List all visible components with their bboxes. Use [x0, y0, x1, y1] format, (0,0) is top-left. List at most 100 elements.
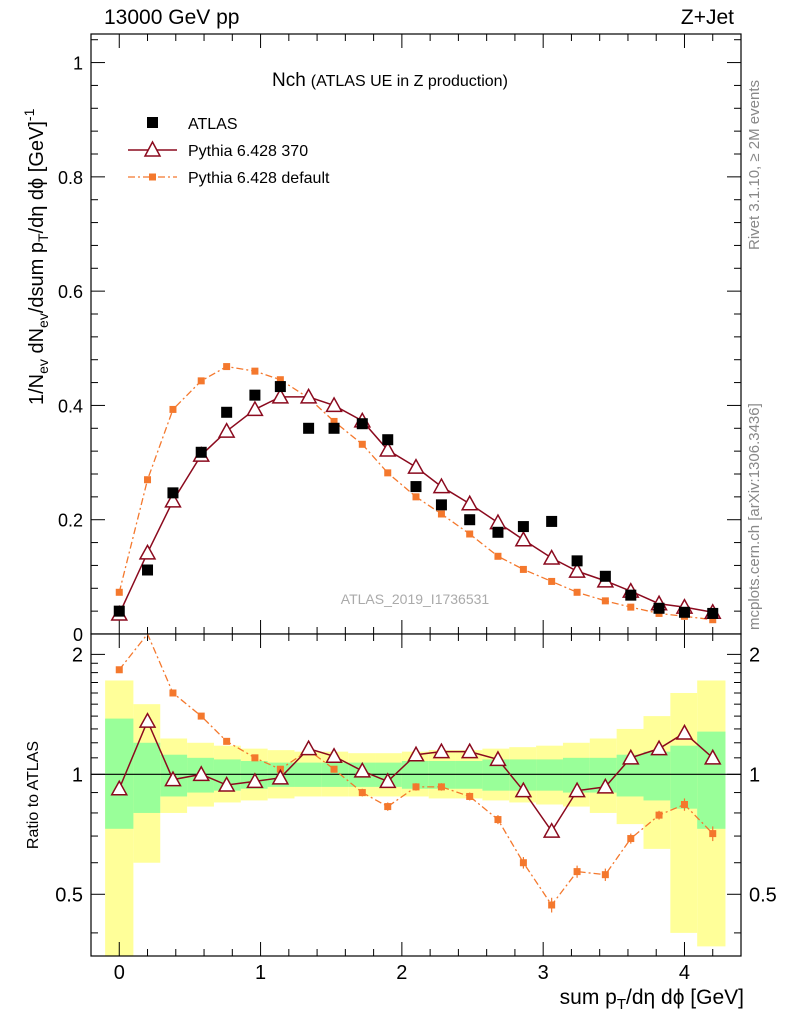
header-right: Z+Jet	[681, 6, 734, 29]
ratio-ytick-label-right: 2	[749, 644, 760, 666]
legend-p370-marker	[143, 140, 162, 157]
ratio-pythia-default-point	[115, 666, 123, 674]
ratio-pythia-default-point	[197, 712, 205, 720]
ratio-pythia-370-point	[703, 748, 722, 765]
ratio-pythia-370-point	[246, 772, 264, 789]
title-sub: (ATLAS UE in Z production)	[311, 73, 508, 90]
ratio-band-inner	[697, 731, 726, 829]
y-label-part: /dη dϕ [GeV]	[26, 121, 48, 233]
ratio-ytick-label: 1	[72, 764, 83, 786]
x-label-part: sum p	[560, 986, 617, 1009]
ratio-pythia-default-point	[519, 859, 527, 867]
atlas-data-point	[410, 481, 422, 493]
ratio-pythia-370-point	[542, 822, 561, 838]
ratio-pythia-default-point	[573, 868, 581, 876]
y-label-part: ev	[35, 313, 51, 328]
ratio-pythia-370-point	[460, 742, 479, 759]
pythia-default-point	[169, 405, 177, 413]
x-tick-label: 1	[255, 962, 266, 984]
atlas-data-point	[464, 514, 476, 526]
pythia-default-point	[144, 476, 152, 484]
ratio-pythia-370-point	[568, 781, 586, 798]
analysis-watermark: ATLAS_2019_I1736531	[341, 591, 490, 607]
x-tick-label: 0	[114, 962, 125, 984]
main-ytick-label: 0.6	[58, 282, 83, 302]
x-tick-label: 2	[396, 962, 407, 984]
main-panel-background	[91, 34, 741, 634]
ratio-pythia-370-point	[299, 739, 318, 756]
ratio-panel: 0.5 0.5 1 1 2 2 0 1 2 3 4 Ratio to ATLAS sum pT/dη…	[25, 633, 777, 1013]
pythia-default-point	[197, 377, 205, 385]
ratio-pythia-370-point	[596, 777, 615, 794]
y-label-part: T	[35, 233, 51, 242]
pythia-default-point	[437, 510, 445, 518]
y-label-part: 1/N	[26, 374, 48, 405]
ratio-band-inner	[670, 745, 698, 809]
ratio-pythia-370-point	[407, 745, 425, 762]
atlas-data-point	[653, 602, 665, 614]
main-ytick-label: 0	[73, 625, 83, 645]
main-panel: 0 0.2 0.4 0.6 0.8 1 Nch (ATLAS UE in Z product…	[21, 33, 742, 645]
ratio-pythia-370-point	[138, 712, 157, 728]
atlas-data-point	[356, 418, 368, 430]
legend-pdef-marker	[149, 173, 156, 181]
main-ytick-label: 1	[73, 54, 83, 74]
pythia-370-point	[432, 477, 451, 494]
atlas-data-point	[221, 406, 233, 418]
legend-pdef-label: Pythia 6.428 default	[188, 170, 330, 187]
pythia-370-point	[246, 400, 264, 417]
atlas-data-point	[546, 515, 558, 527]
pythia-default-point	[330, 417, 338, 425]
pythia-default-point	[251, 367, 259, 375]
pythia-default-point	[223, 363, 231, 371]
ratio-pythia-default-point	[358, 789, 366, 797]
y-label-part: dN	[26, 328, 48, 359]
x-label-part: /dη dϕ [GeV]	[626, 986, 744, 1009]
atlas-data-point	[382, 434, 394, 446]
pythia-default-point	[573, 588, 581, 596]
ratio-pythia-default-point	[330, 765, 338, 773]
atlas-data-point	[249, 389, 261, 401]
atlas-data-point	[303, 422, 315, 434]
ratio-pythia-370-point	[271, 768, 290, 785]
pythia-370-point	[514, 530, 533, 547]
pythia-default-point	[548, 577, 556, 585]
ratio-band-inner	[133, 742, 161, 813]
ratio-pythia-default-point	[709, 830, 717, 838]
ratio-series-layer	[110, 634, 722, 913]
main-y-axis-label: 1/Nev dNev/dsum pT/dη dϕ [GeV]-1	[21, 108, 51, 405]
ratio-pythia-default-point	[251, 754, 259, 762]
ratio-pythia-default-point	[466, 792, 474, 800]
ratio-uncertainty-bands	[91, 680, 741, 956]
atlas-data-point	[435, 499, 447, 511]
pythia-370-point	[325, 396, 343, 413]
ratio-pythia-default-point	[412, 783, 420, 791]
pythia-default-point	[115, 588, 123, 596]
atlas-data-point	[274, 381, 286, 393]
atlas-data-point	[328, 422, 340, 434]
ratio-pythia-370-point	[432, 742, 451, 759]
ratio-pythia-370-point	[110, 779, 129, 796]
y-label-part: -1	[21, 108, 37, 121]
ratio-pythia-default-point	[548, 901, 556, 909]
legend-p370-label: Pythia 6.428 370	[188, 143, 308, 160]
legend: ATLAS Pythia 6.428 370 Pythia 6.428 defa…	[128, 116, 330, 187]
main-ytick-label: 0.2	[58, 511, 83, 531]
pythia-370-point	[164, 491, 182, 508]
ratio-pythia-370-point	[164, 770, 182, 787]
ratio-ytick-label-right: 1	[749, 764, 760, 786]
pythia-default-point	[412, 493, 420, 501]
ratio-clipped-group	[110, 634, 722, 913]
pythia-370-point	[299, 387, 318, 404]
atlas-data-point	[599, 570, 611, 582]
atlas-data-point	[571, 555, 583, 567]
x-label-part: T	[617, 996, 626, 1013]
pythia-default-point	[384, 469, 392, 477]
pythia-default-point	[601, 597, 609, 605]
legend-atlas-marker	[147, 117, 158, 128]
ratio-pythia-370-point	[217, 775, 236, 792]
ratio-pythia-370-point	[353, 761, 372, 778]
pythia-370-point	[271, 387, 290, 404]
atlas-data-point	[113, 605, 125, 617]
